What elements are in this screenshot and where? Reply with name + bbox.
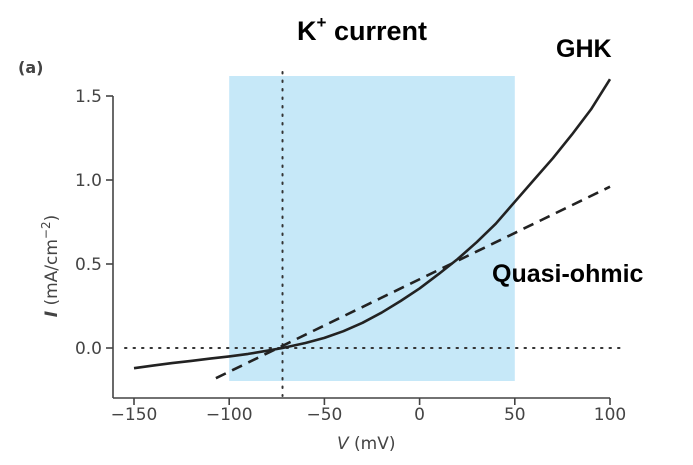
reference-lines-layer: [124, 71, 623, 397]
y-tick-label: 1.0: [75, 171, 102, 191]
y-tick-label: 0.0: [75, 339, 102, 359]
y-axis-unit: (mA/cm: [42, 239, 62, 311]
x-tick-label: 50: [504, 405, 526, 425]
title-rest: current: [326, 16, 427, 46]
series-label-quasi-ohmic: Quasi-ohmic: [492, 260, 644, 288]
chart-title: K+ current: [297, 13, 427, 46]
series-label-ghk: GHK: [556, 35, 612, 63]
shaded-region-layer: [229, 76, 515, 381]
quasi-ohmic-line: [215, 185, 611, 380]
x-tick-label: 0: [414, 405, 425, 425]
y-axis-variable: I: [42, 311, 62, 317]
x-tick-label: 100: [594, 405, 626, 425]
panel-label: (a): [18, 58, 43, 77]
title-ion: K: [297, 16, 317, 46]
y-tick-label: 1.5: [75, 87, 102, 107]
x-tick-label: −150: [111, 405, 158, 425]
x-axis-label: V (mV): [337, 434, 396, 454]
x-axis-unit: (mV): [349, 434, 396, 454]
y-tick-label: 0.5: [75, 255, 102, 275]
shaded-region: [229, 76, 515, 381]
y-axis-exponent: −2: [39, 221, 53, 239]
x-tick-label: −100: [206, 405, 253, 425]
x-axis-variable: V: [337, 434, 350, 454]
title-charge: +: [317, 13, 327, 32]
y-axis-label: I (mA/cm−2): [39, 215, 62, 318]
y-axis-close: ): [42, 215, 62, 222]
x-tick-label: −50: [306, 405, 342, 425]
ghk-curve: [133, 78, 612, 370]
series-layer: [133, 78, 612, 380]
axes-layer: −150 −100 −50 0 50 100 0.0 0.5 1.0 1.5: [75, 87, 626, 425]
